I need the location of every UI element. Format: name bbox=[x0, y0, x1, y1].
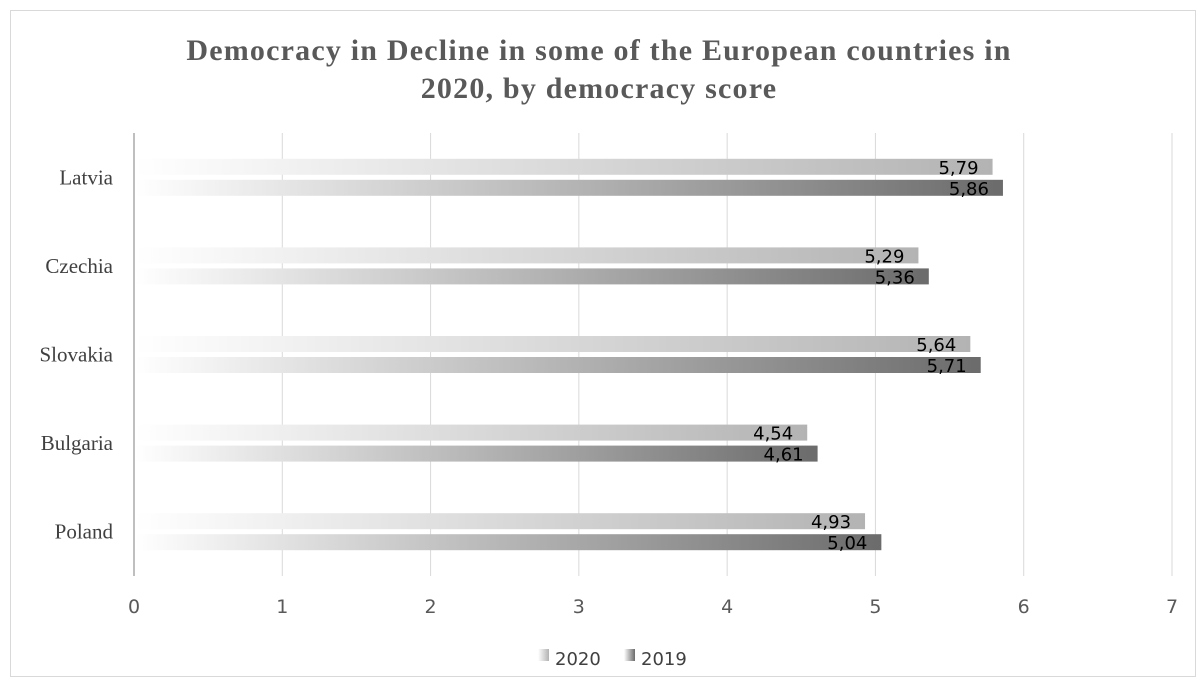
bar-poland-2019 bbox=[135, 534, 882, 551]
gridlines bbox=[133, 133, 1173, 576]
chart-title-line-1: Democracy in Decline in some of the Euro… bbox=[186, 34, 1011, 67]
legend-swatch-2019 bbox=[624, 649, 635, 661]
chart-title: Democracy in Decline in some of the Euro… bbox=[186, 34, 1011, 105]
legend-swatch-2020 bbox=[538, 649, 549, 661]
category-labels: Latvia Czechia Slovakia Bulgaria Poland bbox=[40, 165, 114, 543]
category-label-czechia: Czechia bbox=[45, 254, 113, 278]
x-tick-label-0: 0 bbox=[128, 596, 140, 618]
x-tick-label-6: 6 bbox=[1018, 596, 1030, 618]
bar-slovakia-2020 bbox=[135, 336, 971, 352]
category-label-latvia: Latvia bbox=[59, 165, 113, 189]
bars: 5,795,86 5,295,36 5,645,71 4,544,61 4,935,04 bbox=[135, 158, 1003, 554]
data-label-czechia-2020: 5,29 bbox=[864, 246, 904, 267]
category-label-poland: Poland bbox=[55, 520, 114, 544]
legend: 2020 2019 bbox=[538, 649, 687, 670]
bar-latvia-2020 bbox=[135, 158, 993, 175]
data-label-bulgaria-2019: 4,61 bbox=[764, 445, 804, 466]
category-label-bulgaria: Bulgaria bbox=[41, 431, 114, 455]
bar-czechia-2020 bbox=[135, 247, 919, 264]
x-tick-label-5: 5 bbox=[869, 596, 881, 618]
x-axis-tick-labels: 0 1 2 3 4 5 6 7 bbox=[128, 596, 1178, 618]
x-tick-label-2: 2 bbox=[425, 596, 437, 618]
legend-label-2019: 2019 bbox=[641, 649, 687, 670]
bar-czechia-2019 bbox=[135, 268, 929, 285]
chart-title-line-2: 2020, by democracy score bbox=[421, 72, 778, 105]
data-label-latvia-2019: 5,86 bbox=[949, 179, 989, 200]
bar-bulgaria-2019 bbox=[135, 445, 818, 462]
bar-poland-2020 bbox=[135, 513, 866, 530]
x-tick-label-1: 1 bbox=[276, 596, 288, 618]
data-label-poland-2019: 5,04 bbox=[827, 533, 867, 554]
category-label-slovakia: Slovakia bbox=[40, 343, 114, 367]
data-label-poland-2020: 4,93 bbox=[811, 512, 851, 533]
bar-slovakia-2019 bbox=[135, 357, 981, 373]
x-tick-label-3: 3 bbox=[573, 596, 585, 618]
data-label-bulgaria-2020: 4,54 bbox=[753, 424, 793, 445]
data-label-czechia-2019: 5,36 bbox=[875, 267, 915, 288]
data-label-slovakia-2020: 5,64 bbox=[916, 335, 956, 356]
x-tick-label-7: 7 bbox=[1166, 596, 1178, 618]
data-label-slovakia-2019: 5,71 bbox=[927, 356, 967, 377]
bar-bulgaria-2020 bbox=[135, 424, 808, 441]
chart-frame bbox=[10, 10, 1196, 677]
data-label-latvia-2020: 5,79 bbox=[938, 158, 978, 179]
x-tick-label-4: 4 bbox=[721, 596, 733, 618]
bar-latvia-2019 bbox=[135, 179, 1003, 196]
legend-label-2020: 2020 bbox=[555, 649, 601, 670]
